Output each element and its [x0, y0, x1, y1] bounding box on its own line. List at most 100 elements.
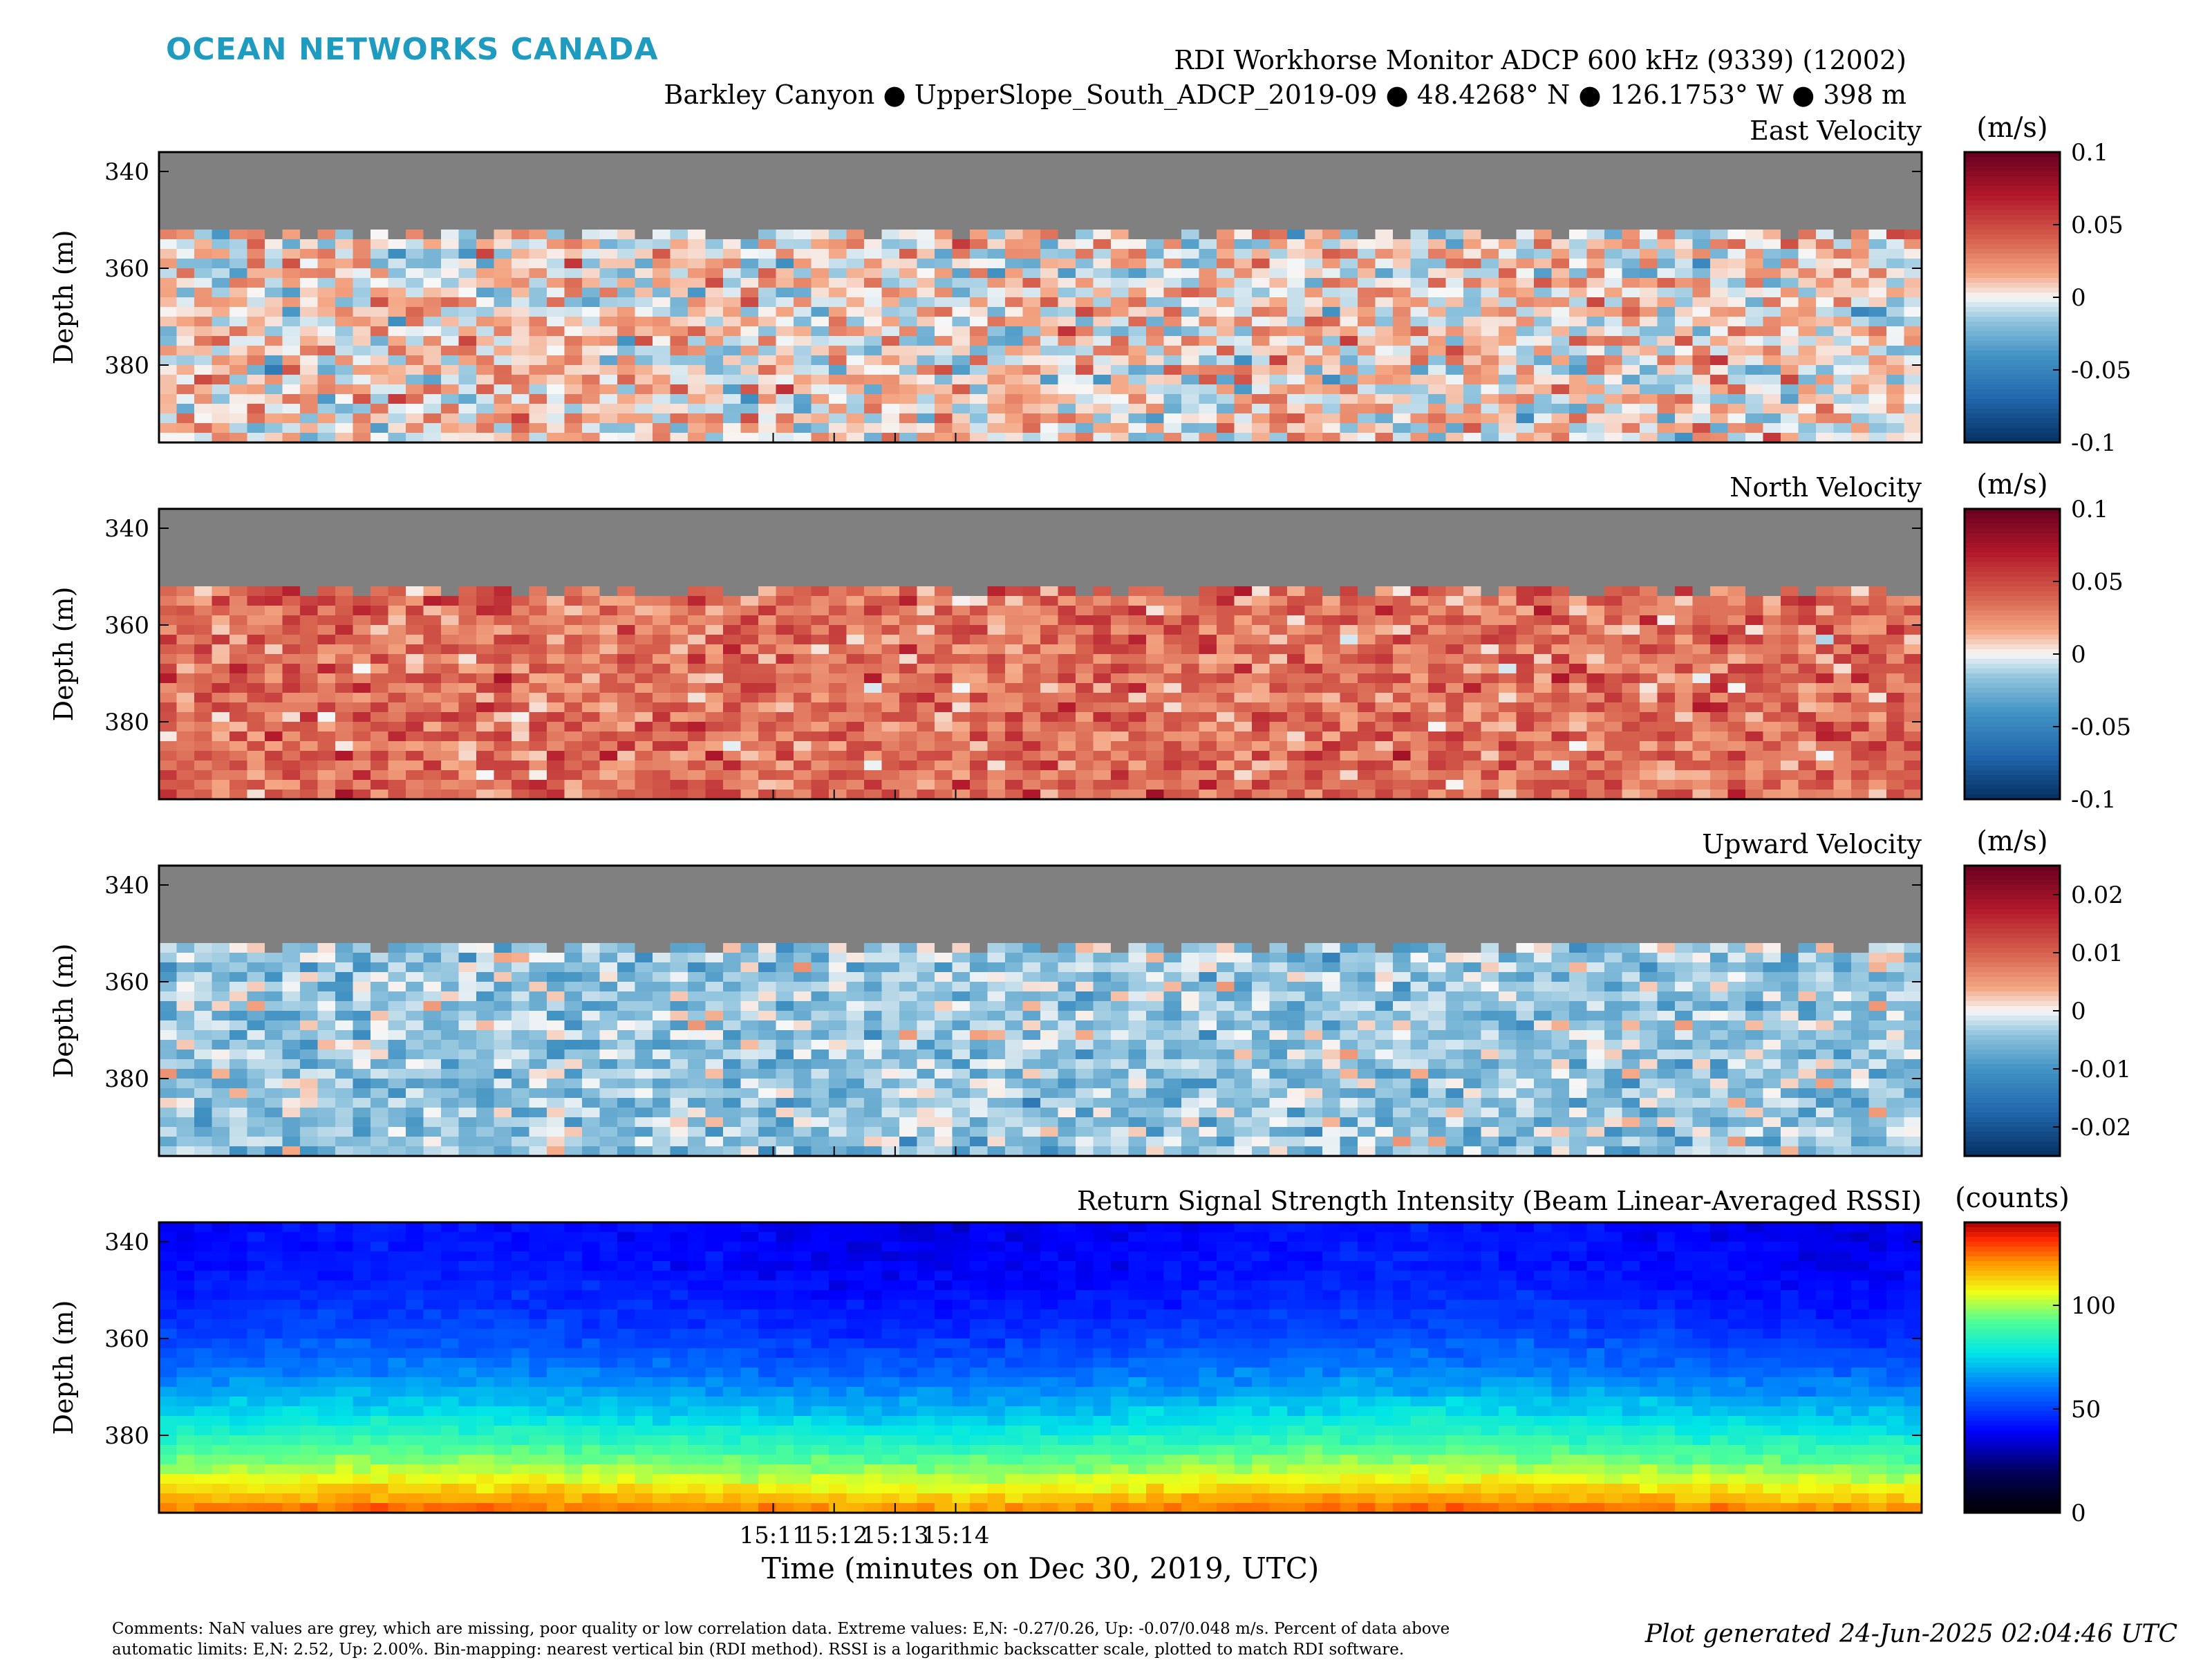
heatmap-cell [1799, 404, 1817, 414]
heatmap-cell [283, 577, 301, 587]
heatmap-cell [229, 780, 247, 790]
heatmap-cell [388, 577, 406, 587]
heatmap-cell [371, 557, 388, 568]
heatmap-cell [283, 567, 301, 577]
heatmap-cell [917, 702, 935, 713]
heatmap-cell [1640, 336, 1658, 346]
heatmap-cell [582, 162, 600, 172]
heatmap-cell [600, 673, 618, 684]
heatmap-cell [177, 152, 195, 162]
heatmap-cell [424, 355, 442, 366]
heatmap-cell [688, 162, 706, 172]
heatmap-cell [1252, 152, 1270, 162]
heatmap-cell [1164, 683, 1182, 693]
heatmap-cell [1781, 404, 1799, 414]
heatmap-cell [229, 336, 247, 346]
heatmap-cell [229, 654, 247, 664]
heatmap-cell [1217, 220, 1235, 230]
heatmap-cell [1287, 268, 1305, 279]
heatmap-cell [177, 239, 195, 250]
heatmap-cell [1358, 191, 1376, 201]
heatmap-cell [1604, 152, 1622, 162]
heatmap-cell [318, 509, 336, 519]
heatmap-cell [1076, 557, 1094, 568]
heatmap-cell [1393, 210, 1411, 221]
heatmap-cell [1340, 404, 1358, 414]
heatmap-cell [1393, 259, 1411, 269]
heatmap-cell [1728, 375, 1746, 385]
heatmap-cell [177, 346, 195, 356]
heatmap-cell [159, 509, 177, 519]
heatmap-cell [1005, 220, 1023, 230]
heatmap-cell [565, 181, 583, 192]
heatmap-cell [494, 317, 512, 327]
heatmap-cell [706, 751, 724, 761]
heatmap-cell [318, 741, 336, 752]
heatmap-cell [1376, 336, 1394, 346]
heatmap-cell [671, 683, 688, 693]
heatmap-cell [1058, 673, 1076, 684]
heatmap-cell [1886, 336, 1904, 346]
heatmap-cell [1587, 230, 1605, 240]
heatmap-cell [671, 326, 688, 337]
heatmap-cell [829, 557, 847, 568]
heatmap-cell [424, 152, 442, 162]
heatmap-cell [1023, 606, 1041, 616]
heatmap-cell [1235, 664, 1253, 674]
heatmap-cell [441, 181, 459, 192]
heatmap-cell [265, 644, 283, 655]
heatmap-cell [600, 702, 618, 713]
heatmap-cell [741, 683, 759, 693]
heatmap-cell [1217, 770, 1235, 781]
heatmap-cell [1235, 615, 1253, 626]
heatmap-cell [1428, 317, 1446, 327]
heatmap-cell [1499, 268, 1517, 279]
colorbar-segment [1965, 428, 2060, 433]
heatmap-cell [1358, 307, 1376, 317]
heatmap-cell [671, 394, 688, 404]
heatmap-cell [988, 259, 1006, 269]
heatmap-cell [1587, 355, 1605, 366]
heatmap-cell [988, 239, 1006, 250]
heatmap-cell [1411, 210, 1429, 221]
heatmap-cell [776, 567, 794, 577]
heatmap-cell [1604, 336, 1622, 346]
heatmap-cell [318, 220, 336, 230]
heatmap-cell [353, 268, 371, 279]
heatmap-cell [582, 538, 600, 548]
heatmap-cell [459, 770, 477, 781]
heatmap-cell [1235, 673, 1253, 684]
heatmap-cell [1129, 693, 1147, 703]
heatmap-cell [229, 722, 247, 732]
heatmap-cell [706, 664, 724, 674]
heatmap-cell [1869, 268, 1887, 279]
heatmap-cell [529, 152, 547, 162]
heatmap-cell [247, 761, 265, 771]
heatmap-cell [847, 152, 865, 162]
heatmap-cell [371, 336, 388, 346]
heatmap-cell [388, 317, 406, 327]
heatmap-cell [247, 780, 265, 790]
heatmap-cell [1534, 365, 1552, 375]
heatmap-cell [476, 644, 494, 655]
heatmap-cell [1552, 307, 1570, 317]
heatmap-cell [635, 288, 653, 298]
heatmap-cell [1076, 249, 1094, 259]
heatmap-cell [1111, 751, 1129, 761]
heatmap-cell [476, 384, 494, 395]
heatmap-cell [1305, 326, 1323, 337]
heatmap-cell [353, 761, 371, 771]
heatmap-cell [1181, 683, 1199, 693]
heatmap-cell [706, 635, 724, 645]
heatmap-cell [1005, 509, 1023, 519]
heatmap-cell [406, 259, 424, 269]
heatmap-cell [970, 288, 988, 298]
heatmap-cell [1358, 297, 1376, 308]
heatmap-cell [459, 538, 477, 548]
heatmap-cell [1270, 413, 1288, 424]
heatmap-cell [1040, 230, 1058, 240]
heatmap-cell [371, 346, 388, 356]
heatmap-cell [794, 162, 812, 172]
heatmap-cell [476, 741, 494, 752]
heatmap-cell [1499, 404, 1517, 414]
